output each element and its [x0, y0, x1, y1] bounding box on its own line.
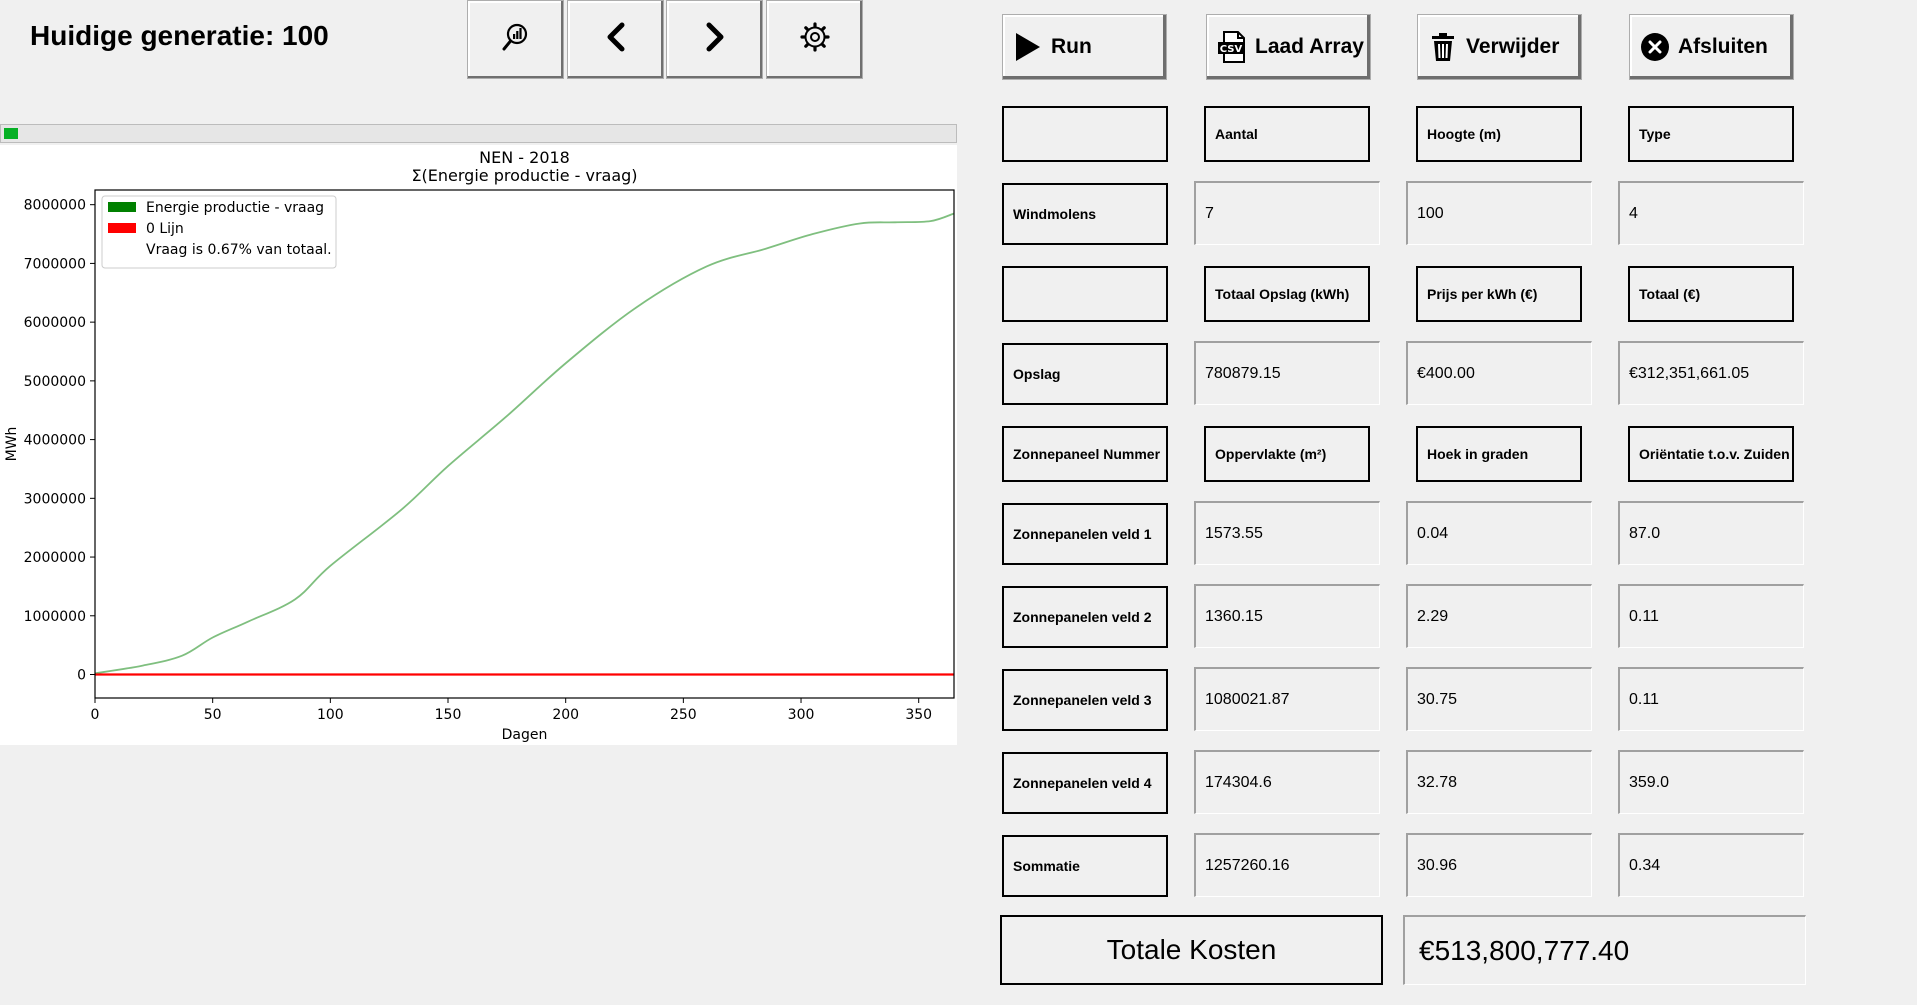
- y-axis-label: MWh: [4, 427, 20, 462]
- value-field[interactable]: 1573.55: [1194, 501, 1380, 565]
- svg-text:CSV: CSV: [1220, 44, 1243, 55]
- column-header: Hoogte (m): [1416, 106, 1582, 162]
- x-tick-label: 100: [317, 707, 344, 723]
- row-label: Zonnepanelen veld 1: [1002, 503, 1168, 565]
- y-tick-label: 6000000: [24, 315, 86, 331]
- x-tick-label: 0: [91, 707, 100, 723]
- value-field[interactable]: 1257260.16: [1194, 833, 1380, 897]
- row-label-empty: [1002, 266, 1168, 322]
- analyze-button[interactable]: [467, 0, 564, 79]
- delete-button-label: Verwijder: [1466, 35, 1560, 58]
- legend-box: [101, 195, 337, 269]
- delete-button[interactable]: Verwijder: [1417, 14, 1582, 80]
- x-tick-label: 350: [905, 707, 932, 723]
- x-tick-label: 50: [204, 707, 222, 723]
- row-label: Sommatie: [1002, 835, 1168, 897]
- y-tick-label: 3000000: [24, 491, 86, 507]
- value-field[interactable]: 359.0: [1618, 750, 1804, 814]
- value-field[interactable]: 780879.15: [1194, 341, 1380, 405]
- close-circle-icon: [1640, 32, 1670, 62]
- value-field[interactable]: 174304.6: [1194, 750, 1380, 814]
- value-field[interactable]: €312,351,661.05: [1618, 341, 1804, 405]
- column-header: Oppervlakte (m²): [1204, 426, 1370, 482]
- total-costs-label: Totale Kosten: [1000, 915, 1383, 985]
- row-label: Windmolens: [1002, 183, 1168, 245]
- y-tick-label: 7000000: [24, 256, 86, 272]
- gear-icon: [799, 21, 831, 58]
- search-chart-icon: [502, 22, 530, 57]
- row-label-empty: [1002, 106, 1168, 162]
- legend-swatch: [108, 223, 136, 233]
- legend-swatch: [108, 202, 136, 212]
- previous-button[interactable]: [567, 0, 664, 79]
- value-field[interactable]: 2.29: [1406, 584, 1592, 648]
- column-header: Totaal (€): [1628, 266, 1794, 322]
- legend-label: Energie productie - vraag: [146, 200, 324, 216]
- x-tick-label: 250: [670, 707, 697, 723]
- chevron-right-icon: [702, 22, 728, 57]
- value-field[interactable]: 0.34: [1618, 833, 1804, 897]
- row-label: Zonnepanelen veld 2: [1002, 586, 1168, 648]
- current-generation-label: Huidige generatie: 100: [30, 20, 329, 51]
- column-header: Hoek in graden: [1416, 426, 1582, 482]
- row-label: Zonnepaneel Nummer: [1002, 426, 1168, 482]
- value-field[interactable]: 87.0: [1618, 501, 1804, 565]
- legend-label: 0 Lijn: [146, 221, 184, 237]
- legend-label: Vraag is 0.67% van totaal.: [146, 242, 332, 258]
- chart-subtitle: Σ(Energie productie - vraag): [411, 166, 637, 185]
- row-label: Opslag: [1002, 343, 1168, 405]
- run-button-label: Run: [1051, 35, 1092, 58]
- progress-bar-fill: [4, 128, 18, 139]
- y-tick-label: 2000000: [24, 550, 86, 566]
- value-field[interactable]: 100: [1406, 181, 1592, 245]
- y-tick-label: 0: [77, 668, 86, 684]
- x-tick-label: 200: [552, 707, 579, 723]
- chevron-left-icon: [603, 22, 629, 57]
- y-tick-label: 8000000: [24, 198, 86, 214]
- exit-button[interactable]: Afsluiten: [1629, 14, 1794, 80]
- load-array-button[interactable]: CSV Laad Array: [1206, 14, 1371, 80]
- trash-icon: [1428, 32, 1458, 62]
- generation-progress-bar: [0, 124, 957, 143]
- series-line-production: [94, 212, 955, 675]
- column-header: Totaal Opslag (kWh): [1204, 266, 1370, 322]
- exit-button-label: Afsluiten: [1678, 35, 1768, 58]
- x-axis-label: Dagen: [502, 727, 548, 743]
- column-header: Prijs per kWh (€): [1416, 266, 1582, 322]
- plot-frame: [94, 189, 955, 699]
- total-costs-value: €513,800,777.40: [1403, 915, 1806, 985]
- csv-file-icon: CSV: [1217, 31, 1247, 63]
- next-button[interactable]: [666, 0, 763, 79]
- column-header: Oriëntatie t.o.v. Zuiden: [1628, 426, 1794, 482]
- value-field[interactable]: 0.04: [1406, 501, 1592, 565]
- chart-title: NEN - 2018: [479, 148, 570, 167]
- y-tick-label: 5000000: [24, 374, 86, 390]
- value-field[interactable]: 7: [1194, 181, 1380, 245]
- row-label: Zonnepanelen veld 3: [1002, 669, 1168, 731]
- value-field[interactable]: 30.75: [1406, 667, 1592, 731]
- value-field[interactable]: 0.11: [1618, 584, 1804, 648]
- x-tick-label: 300: [788, 707, 815, 723]
- settings-button[interactable]: [766, 0, 863, 79]
- column-header: Aantal: [1204, 106, 1370, 162]
- row-label: Zonnepanelen veld 4: [1002, 752, 1168, 814]
- value-field[interactable]: €400.00: [1406, 341, 1592, 405]
- column-header: Type: [1628, 106, 1794, 162]
- y-tick-label: 4000000: [24, 433, 86, 449]
- value-field[interactable]: 1360.15: [1194, 584, 1380, 648]
- value-field[interactable]: 1080021.87: [1194, 667, 1380, 731]
- x-tick-label: 150: [435, 707, 462, 723]
- y-tick-label: 1000000: [24, 609, 86, 625]
- run-button[interactable]: Run: [1002, 14, 1167, 80]
- value-field[interactable]: 0.11: [1618, 667, 1804, 731]
- play-icon: [1013, 32, 1043, 62]
- value-field[interactable]: 32.78: [1406, 750, 1592, 814]
- energy-chart: NEN - 2018 Σ(Energie productie - vraag) 0 5…: [0, 145, 957, 745]
- load-array-button-label: Laad Array: [1255, 35, 1364, 58]
- value-field[interactable]: 30.96: [1406, 833, 1592, 897]
- value-field[interactable]: 4: [1618, 181, 1804, 245]
